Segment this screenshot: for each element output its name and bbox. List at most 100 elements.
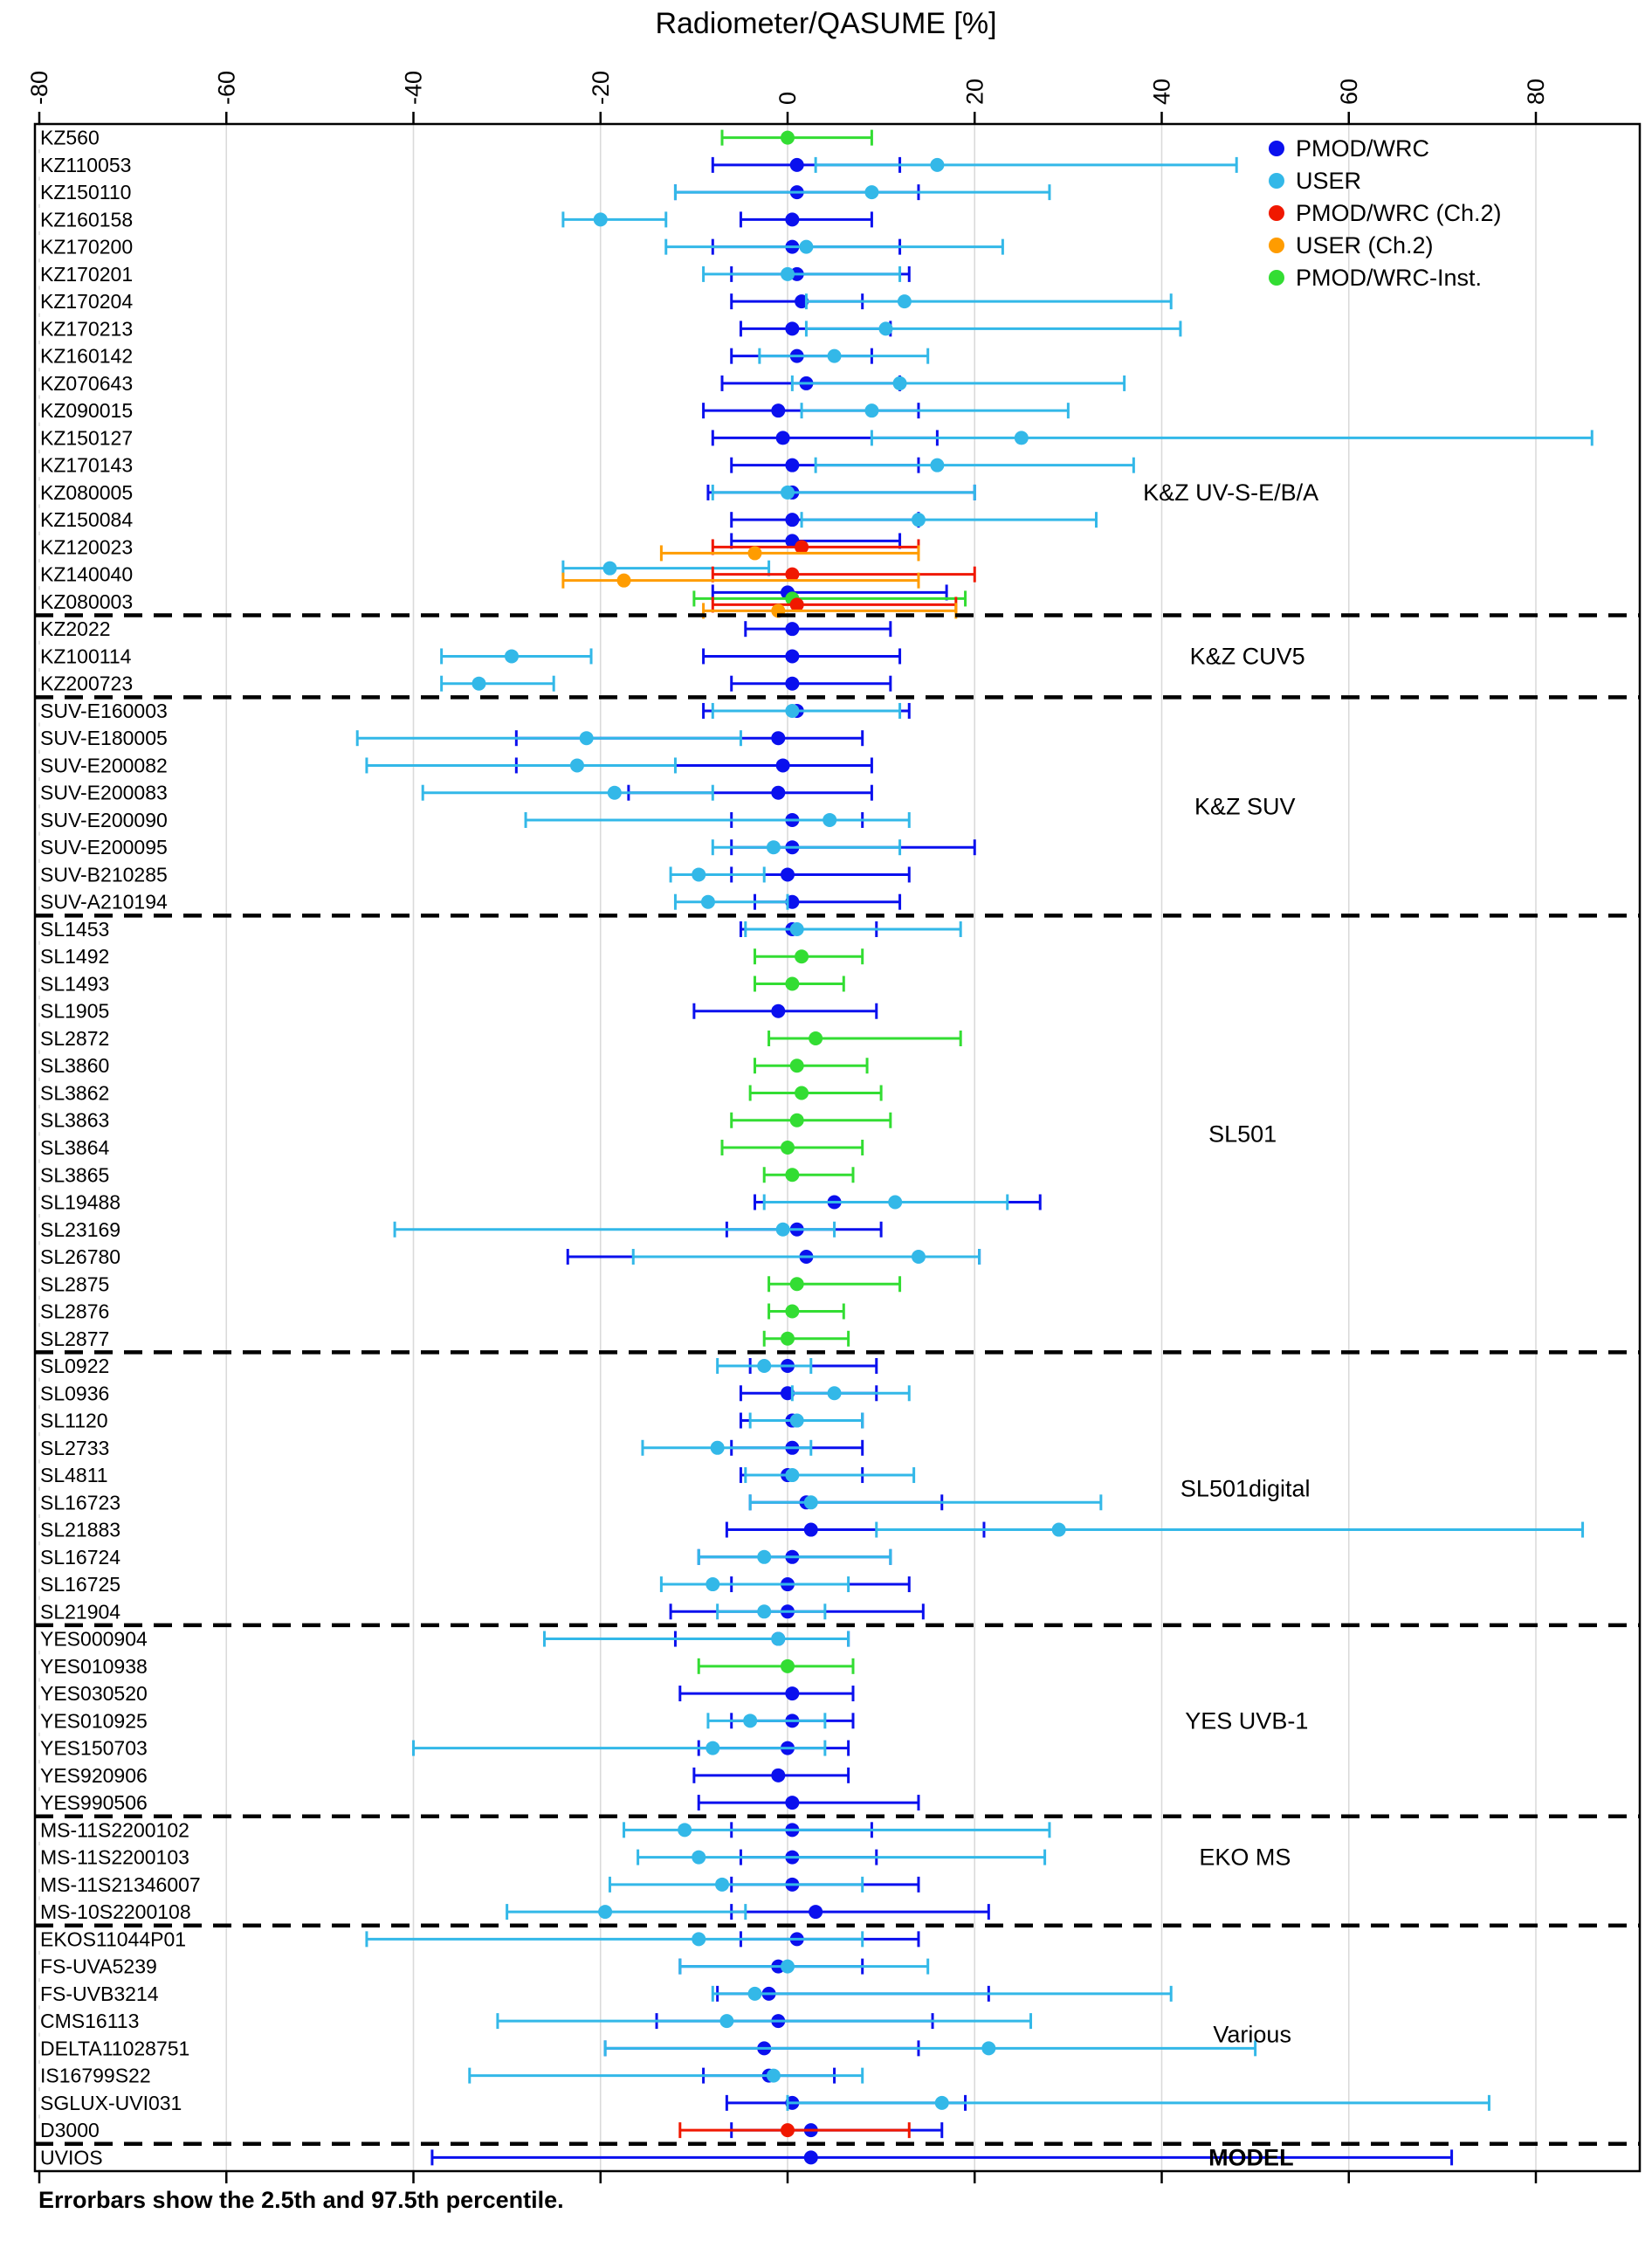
row-label: KZ110053 — [40, 154, 131, 176]
data-point — [692, 1932, 706, 1947]
errorbar — [506, 1904, 747, 1920]
data-point — [757, 1549, 772, 1564]
errorbar-row — [393, 1221, 883, 1238]
row-label: SL3865 — [40, 1163, 109, 1186]
row-label-bg — [37, 1955, 154, 1979]
data-point — [504, 649, 519, 664]
x-tick-label: -40 — [401, 71, 427, 105]
data-point — [766, 2068, 781, 2083]
row-label: KZ150127 — [40, 426, 133, 449]
row-label-bg — [37, 2036, 187, 2060]
errorbar — [767, 1303, 845, 1320]
row-label-bg — [37, 1217, 121, 1242]
errorbar — [673, 184, 1051, 201]
data-point — [785, 212, 800, 227]
errorbar-row — [678, 2122, 944, 2139]
legend-label: PMOD/WRC-Inst. — [1296, 265, 1482, 291]
row-label: SL23169 — [40, 1218, 120, 1241]
row-label-bg — [37, 1354, 110, 1378]
row-label: SL26780 — [40, 1245, 120, 1268]
row-label: D3000 — [40, 2119, 100, 2141]
errorbar-row — [730, 457, 1135, 473]
errorbar-row — [762, 1167, 855, 1183]
row-label: FS-UVA5239 — [40, 1955, 157, 1978]
data-point — [785, 567, 800, 582]
row-label-bg — [37, 672, 132, 696]
axis-ticks — [38, 112, 1538, 2183]
legend-marker — [1269, 238, 1284, 253]
errorbar-row — [412, 1740, 850, 1756]
row-label: YES000904 — [40, 1628, 148, 1651]
errorbar — [804, 293, 1173, 310]
row-label: SL1120 — [40, 1410, 108, 1432]
footer-note: Errorbars show the 2.5th and 97.5th perc… — [38, 2187, 564, 2213]
legend: PMOD/WRC USER PMOD/WRC (Ch.2) USER (Ch.2) PM… — [1269, 135, 1502, 291]
errorbar-row — [711, 1985, 1173, 2002]
row-label-bg — [37, 1162, 110, 1187]
errorbar — [754, 948, 864, 965]
row-label-bg — [37, 644, 132, 668]
row-label: EKOS11044P01 — [40, 1927, 186, 1950]
row-label: CMS16113 — [40, 2010, 139, 2032]
errorbar — [678, 1686, 855, 1702]
row-label: SL3864 — [40, 1136, 110, 1159]
data-point — [781, 1141, 795, 1155]
errorbar-row — [739, 1412, 864, 1429]
data-point — [803, 2150, 818, 2165]
row-label-bg — [37, 1436, 110, 1460]
row-label: YES990506 — [40, 1791, 148, 1814]
errorbar-row — [706, 1713, 855, 1729]
data-point — [710, 1440, 725, 1455]
x-tick-labels: -80 -60 -40 -20 0 20 40 60 80 — [26, 71, 1549, 105]
data-point — [789, 921, 804, 936]
errorbar — [603, 2040, 1257, 2057]
errorbar — [739, 211, 873, 228]
data-point — [789, 1277, 804, 1292]
row-label: SL16724 — [40, 1546, 120, 1569]
errorbar-row — [730, 1112, 892, 1128]
errorbar-row — [720, 1140, 864, 1155]
errorbar — [790, 1385, 911, 1402]
row-label-bg — [37, 1736, 143, 1761]
errorbar-row — [739, 1467, 916, 1484]
row-label-bg — [37, 1300, 110, 1324]
data-point — [785, 458, 800, 472]
errorbar-row — [566, 1249, 981, 1265]
row-label-bg — [37, 507, 132, 532]
errorbar-row — [697, 1658, 855, 1674]
data-point — [579, 731, 594, 746]
row-label-bg — [37, 1708, 143, 1733]
row-label: SUV-E200095 — [40, 836, 168, 858]
row-label: KZ2022 — [40, 617, 111, 640]
errorbar — [800, 512, 1098, 528]
row-label: MS-11S2200102 — [40, 1818, 189, 1841]
row-label: SL21904 — [40, 1600, 120, 1623]
errorbar — [786, 2094, 1490, 2111]
data-point — [785, 1304, 800, 1319]
row-label: SL1453 — [40, 918, 109, 941]
errorbar-row — [702, 403, 1070, 419]
group-label: K&Z SUV — [1194, 793, 1296, 819]
errorbar — [758, 348, 930, 364]
x-tick-label: 40 — [1149, 79, 1175, 105]
row-label-bg — [37, 1627, 143, 1651]
errorbar — [800, 403, 1070, 419]
errorbar-row — [754, 976, 845, 992]
axis-box — [33, 122, 1642, 2173]
row-label: KZ080005 — [40, 481, 133, 504]
row-label: UVIOS — [40, 2146, 103, 2169]
errorbar-row — [744, 621, 892, 638]
row-label: SL16725 — [40, 1573, 120, 1596]
row-label: SL0936 — [40, 1382, 109, 1404]
data-point — [706, 1741, 720, 1755]
row-label-bg — [37, 1463, 110, 1487]
errorbar-row — [762, 1330, 850, 1347]
row-label-bg — [37, 1272, 110, 1296]
errorbar-row — [561, 211, 873, 228]
data-point — [864, 185, 879, 200]
data-point — [785, 676, 800, 691]
errorbar-row — [739, 921, 962, 937]
row-label-bg — [37, 1190, 121, 1215]
row-label-bg — [37, 699, 165, 723]
data-point — [781, 1959, 795, 1974]
